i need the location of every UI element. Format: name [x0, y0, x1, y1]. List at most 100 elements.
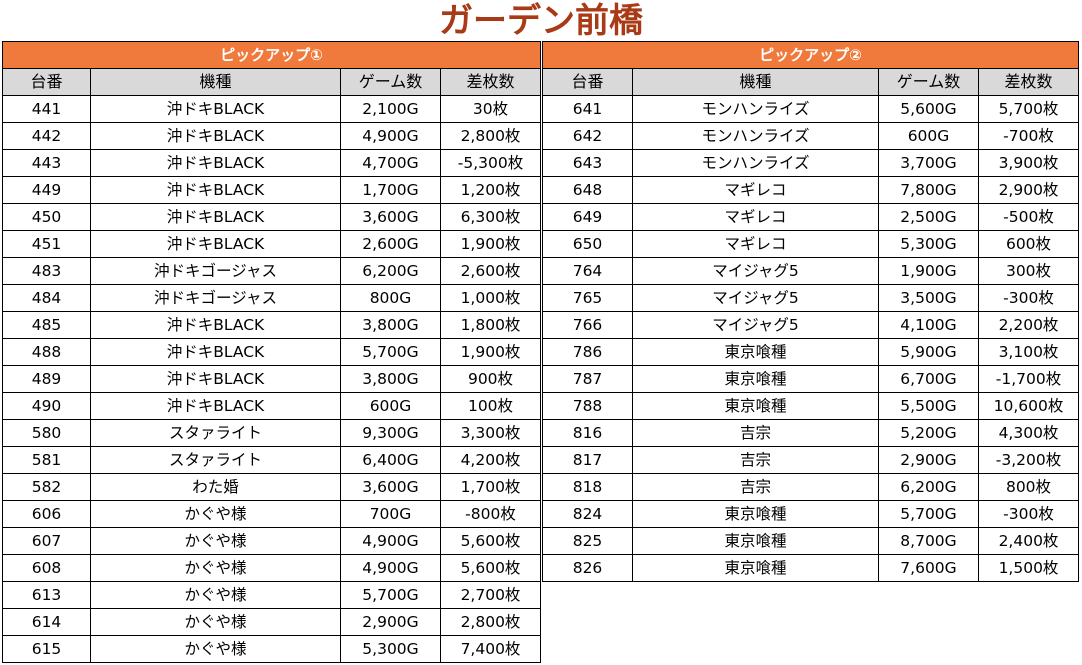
cell-machine-number: 615: [2, 635, 91, 663]
cell-model: 沖ドキBLACK: [90, 149, 341, 177]
cell-games: 5,700G: [878, 500, 979, 528]
cell-difference: 2,800枚: [439, 122, 542, 150]
cell-model: 沖ドキBLACK: [90, 392, 341, 420]
cell-machine-number: 816: [542, 419, 633, 447]
table-row: 606 かぐや様 700G -800枚: [2, 500, 542, 528]
table-row: 643 モンハンライズ 3,700G 3,900枚: [542, 149, 1080, 177]
cell-difference: 2,700枚: [439, 581, 542, 609]
table-row: 450 沖ドキBLACK 3,600G 6,300枚: [2, 203, 542, 231]
cell-machine-number: 488: [2, 338, 91, 366]
cell-difference: 1,800枚: [439, 311, 542, 339]
cell-difference: 6,300枚: [439, 203, 542, 231]
cell-games: 3,800G: [340, 311, 441, 339]
cell-model: マイジャグ5: [632, 257, 879, 285]
table-row: 488 沖ドキBLACK 5,700G 1,900枚: [2, 338, 542, 366]
table-row: 648 マギレコ 7,800G 2,900枚: [542, 176, 1080, 204]
cell-machine-number: 817: [542, 446, 633, 474]
table-row: 582 わた婚 3,600G 1,700枚: [2, 473, 542, 501]
column-header-difference: 差枚数: [977, 68, 1080, 96]
table-row: 765 マイジャグ5 3,500G -300枚: [542, 284, 1080, 312]
table-row: 825 東京喰種 8,700G 2,400枚: [542, 527, 1080, 555]
table-row: 615 かぐや様 5,300G 7,400枚: [2, 635, 542, 663]
cell-games: 1,700G: [340, 176, 441, 204]
cell-model: 東京喰種: [632, 527, 879, 555]
cell-model: 東京喰種: [632, 392, 879, 420]
cell-games: 3,600G: [340, 473, 441, 501]
cell-model: わた婚: [90, 473, 341, 501]
cell-machine-number: 581: [2, 446, 91, 474]
cell-games: 2,600G: [340, 230, 441, 258]
cell-difference: 1,900枚: [439, 338, 542, 366]
cell-games: 5,700G: [340, 581, 441, 609]
cell-games: 5,200G: [878, 419, 979, 447]
cell-difference: -5,300枚: [439, 149, 542, 177]
cell-games: 7,600G: [878, 554, 979, 582]
column-header-model: 機種: [632, 68, 879, 96]
table-row: 489 沖ドキBLACK 3,800G 900枚: [2, 365, 542, 393]
cell-model: モンハンライズ: [632, 122, 879, 150]
cell-difference: -1,700枚: [977, 365, 1080, 393]
column-header-machine-number: 台番: [542, 68, 633, 96]
cell-model: 沖ドキBLACK: [90, 338, 341, 366]
table-row: 614 かぐや様 2,900G 2,800枚: [2, 608, 542, 636]
cell-difference: 4,300枚: [977, 419, 1080, 447]
cell-games: 4,900G: [340, 527, 441, 555]
cell-model: 沖ドキゴージャス: [90, 284, 341, 312]
cell-difference: 5,600枚: [439, 527, 542, 555]
cell-games: 3,700G: [878, 149, 979, 177]
cell-difference: 1,900枚: [439, 230, 542, 258]
cell-games: 5,700G: [340, 338, 441, 366]
cell-model: マイジャグ5: [632, 284, 879, 312]
cell-difference: -800枚: [439, 500, 542, 528]
cell-machine-number: 484: [2, 284, 91, 312]
column-header-games: ゲーム数: [878, 68, 979, 96]
cell-difference: 2,400枚: [977, 527, 1080, 555]
cell-difference: 10,600枚: [977, 392, 1080, 420]
cell-games: 600G: [878, 122, 979, 150]
cell-games: 1,900G: [878, 257, 979, 285]
cell-model: スタァライト: [90, 446, 341, 474]
pickup-table-1: ピックアップ① 台番 機種 ゲーム数 差枚数 441 沖ドキBLACK 2,100G…: [1, 41, 542, 663]
cell-difference: 7,400枚: [439, 635, 542, 663]
cell-games: 3,800G: [340, 365, 441, 393]
cell-difference: 600枚: [977, 230, 1080, 258]
cell-machine-number: 489: [2, 365, 91, 393]
cell-games: 4,900G: [340, 122, 441, 150]
cell-model: 沖ドキBLACK: [90, 203, 341, 231]
table-row: 650 マギレコ 5,300G 600枚: [542, 230, 1080, 258]
cell-model: かぐや様: [90, 581, 341, 609]
cell-machine-number: 582: [2, 473, 91, 501]
table-row: 766 マイジャグ5 4,100G 2,200枚: [542, 311, 1080, 339]
cell-machine-number: 449: [2, 176, 91, 204]
cell-model: マギレコ: [632, 203, 879, 231]
table-row: 642 モンハンライズ 600G -700枚: [542, 122, 1080, 150]
column-header-machine-number: 台番: [2, 68, 91, 96]
cell-games: 4,100G: [878, 311, 979, 339]
table-row: 613 かぐや様 5,700G 2,700枚: [2, 581, 542, 609]
table-row: 817 吉宗 2,900G -3,200枚: [542, 446, 1080, 474]
cell-machine-number: 490: [2, 392, 91, 420]
cell-machine-number: 825: [542, 527, 633, 555]
table-row: 818 吉宗 6,200G 800枚: [542, 473, 1080, 501]
table-row: 824 東京喰種 5,700G -300枚: [542, 500, 1080, 528]
cell-model: スタァライト: [90, 419, 341, 447]
cell-machine-number: 483: [2, 257, 91, 285]
cell-difference: 2,200枚: [977, 311, 1080, 339]
cell-model: 東京喰種: [632, 338, 879, 366]
cell-games: 4,900G: [340, 554, 441, 582]
cell-machine-number: 451: [2, 230, 91, 258]
cell-difference: 1,500枚: [977, 554, 1080, 582]
table-row: 607 かぐや様 4,900G 5,600枚: [2, 527, 542, 555]
table-header: ピックアップ②: [541, 41, 1080, 69]
cell-model: モンハンライズ: [632, 149, 879, 177]
table-row: 483 沖ドキゴージャス 6,200G 2,600枚: [2, 257, 542, 285]
table-header: ピックアップ①: [1, 41, 542, 69]
cell-difference: 300枚: [977, 257, 1080, 285]
cell-machine-number: 441: [2, 95, 91, 123]
table-row: 641 モンハンライズ 5,600G 5,700枚: [542, 95, 1080, 123]
cell-games: 5,300G: [340, 635, 441, 663]
cell-difference: 5,600枚: [439, 554, 542, 582]
table-row: 485 沖ドキBLACK 3,800G 1,800枚: [2, 311, 542, 339]
cell-difference: 100枚: [439, 392, 542, 420]
cell-model: 沖ドキBLACK: [90, 95, 341, 123]
